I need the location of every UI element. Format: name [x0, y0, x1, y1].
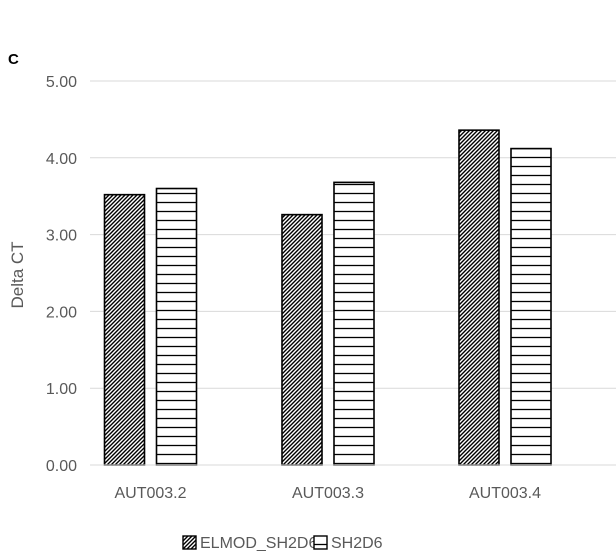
y-tick-label: 1.00: [46, 381, 77, 398]
legend-swatch-elmod-sh2d6: [182, 535, 197, 550]
y-tick-label: 0.00: [46, 458, 77, 475]
panel-label: C: [8, 51, 19, 68]
legend-swatch-sh2d6: [313, 535, 328, 550]
x-tick-label: AUT003.2: [114, 485, 186, 502]
legend-label: SH2D6: [331, 535, 383, 552]
y-tick-label: 5.00: [46, 74, 77, 91]
y-tick-label: 3.00: [46, 228, 77, 245]
x-tick-labels: AUT003.2 AUT003.3 AUT003.4: [114, 485, 541, 502]
bar-sh2d6-aut003-4: [510, 147, 552, 466]
bar-sh2d6-aut003-3: [333, 181, 375, 466]
bar-elmod-sh2d6-aut003-4: [458, 129, 500, 466]
y-tick-label: 2.00: [46, 304, 77, 321]
bar-elmod-sh2d6-aut003-2: [103, 193, 146, 466]
bar-elmod-sh2d6-aut003-3: [281, 213, 323, 466]
x-tick-label: AUT003.3: [292, 485, 364, 502]
legend: ELMOD_SH2D6 SH2D6: [182, 535, 383, 552]
bars: [103, 129, 552, 466]
y-axis-title: Delta CT: [8, 241, 27, 308]
y-tick-labels: 0.00 1.00 2.00 3.00 4.00 5.00: [46, 74, 77, 475]
legend-label: ELMOD_SH2D6: [200, 535, 317, 552]
y-tick-label: 4.00: [46, 151, 77, 168]
bar-sh2d6-aut003-2: [155, 187, 198, 466]
x-tick-label: AUT003.4: [469, 485, 541, 502]
